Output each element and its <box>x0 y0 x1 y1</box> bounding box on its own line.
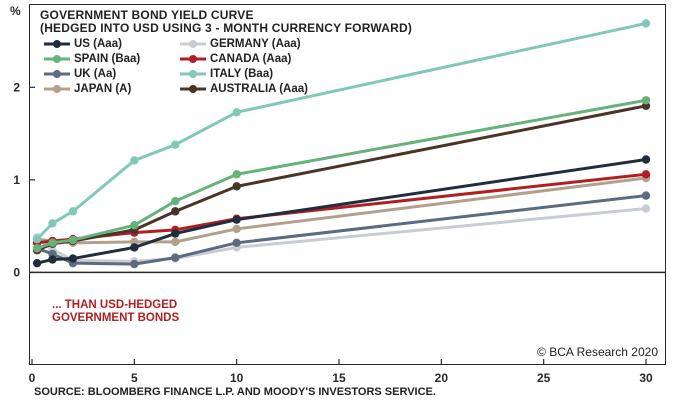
legend-label-germany: GERMANY (Aaa) <box>210 38 301 50</box>
x-tick-label: 30 <box>639 371 653 385</box>
legend-item-spain: SPAIN (Baa) <box>44 53 140 65</box>
series-point <box>171 196 180 206</box>
series-point <box>48 255 57 264</box>
series-point <box>68 254 78 263</box>
legend-label-spain: SPAIN (Baa) <box>74 53 141 65</box>
series-point <box>171 253 180 262</box>
series-point <box>232 108 241 117</box>
credit-text: © BCA Research 2020 <box>537 345 658 359</box>
series-point <box>68 235 78 245</box>
y-tick-label: 1 <box>13 173 20 187</box>
legend-label-uk: UK (Aa) <box>74 68 117 80</box>
chart-title-line1: GOVERNMENT BOND YIELD CURVE <box>40 8 254 22</box>
x-tick-label: 20 <box>435 371 449 385</box>
legend-label-japan: JAPAN (A) <box>74 83 132 95</box>
series-point <box>641 170 651 179</box>
y-tick-label: 2 <box>13 80 20 94</box>
series-point <box>171 140 180 149</box>
legend-item-uk: UK (Aa) <box>44 68 116 80</box>
series-point <box>232 170 241 179</box>
series-point <box>232 182 241 191</box>
annotation-line2: GOVERNMENT BONDS <box>52 312 180 324</box>
series-point <box>232 224 241 234</box>
series-point <box>32 234 42 244</box>
legend-item-germany: GERMANY (Aaa) <box>180 38 301 50</box>
x-tick-label: 10 <box>230 371 244 385</box>
series-point <box>171 237 180 247</box>
series-point <box>641 19 651 28</box>
series-point <box>130 259 139 269</box>
series-point <box>130 221 139 230</box>
y-axis-unit: % <box>10 4 21 18</box>
legend-label-australia: AUSTRALIA (Aaa) <box>210 83 308 95</box>
x-tick-label: 25 <box>537 371 551 385</box>
series-point <box>171 229 180 238</box>
legend-label-us: US (Aaa) <box>74 38 122 50</box>
x-tick-label: 0 <box>29 371 36 385</box>
plot-frame <box>29 4 666 365</box>
annotation-line1: ... THAN USD-HEDGED <box>52 299 178 311</box>
series-point <box>171 207 180 216</box>
series-point <box>232 215 241 224</box>
y-tick-label: 0 <box>13 265 20 279</box>
legend-item-us: US (Aaa) <box>44 38 122 50</box>
series-point <box>32 258 42 268</box>
series-point <box>48 219 57 228</box>
series-point <box>32 244 42 253</box>
chart-title: GOVERNMENT BOND YIELD CURVE (HEDGED INTO… <box>40 9 412 35</box>
series-point <box>48 238 57 248</box>
legend-item-australia: AUSTRALIA (Aaa) <box>180 83 308 95</box>
series-point <box>641 96 651 105</box>
chart-title-line2: (HEDGED INTO USD USING 3 - MONTH CURRENC… <box>40 21 413 35</box>
legend-label-canada: CANADA (Aaa) <box>210 53 292 65</box>
legend-item-japan: JAPAN (A) <box>44 83 131 95</box>
series-point <box>68 207 78 216</box>
series-point <box>130 156 139 165</box>
series-point <box>130 243 139 252</box>
legend-item-canada: CANADA (Aaa) <box>180 53 291 65</box>
series-point <box>232 238 241 248</box>
x-tick-label: 15 <box>332 371 346 385</box>
legend-label-italy: ITALY (Baa) <box>210 68 274 80</box>
annotation: ... THAN USD-HEDGED GOVERNMENT BONDS <box>52 299 179 325</box>
legend-item-italy: ITALY (Baa) <box>180 68 273 80</box>
source-note: SOURCE: BLOOMBERG FINANCE L.P. AND MOODY… <box>34 386 436 398</box>
x-tick-label: 5 <box>131 371 138 385</box>
series-point <box>641 155 651 164</box>
series-point <box>641 191 651 200</box>
series-point <box>641 204 651 213</box>
